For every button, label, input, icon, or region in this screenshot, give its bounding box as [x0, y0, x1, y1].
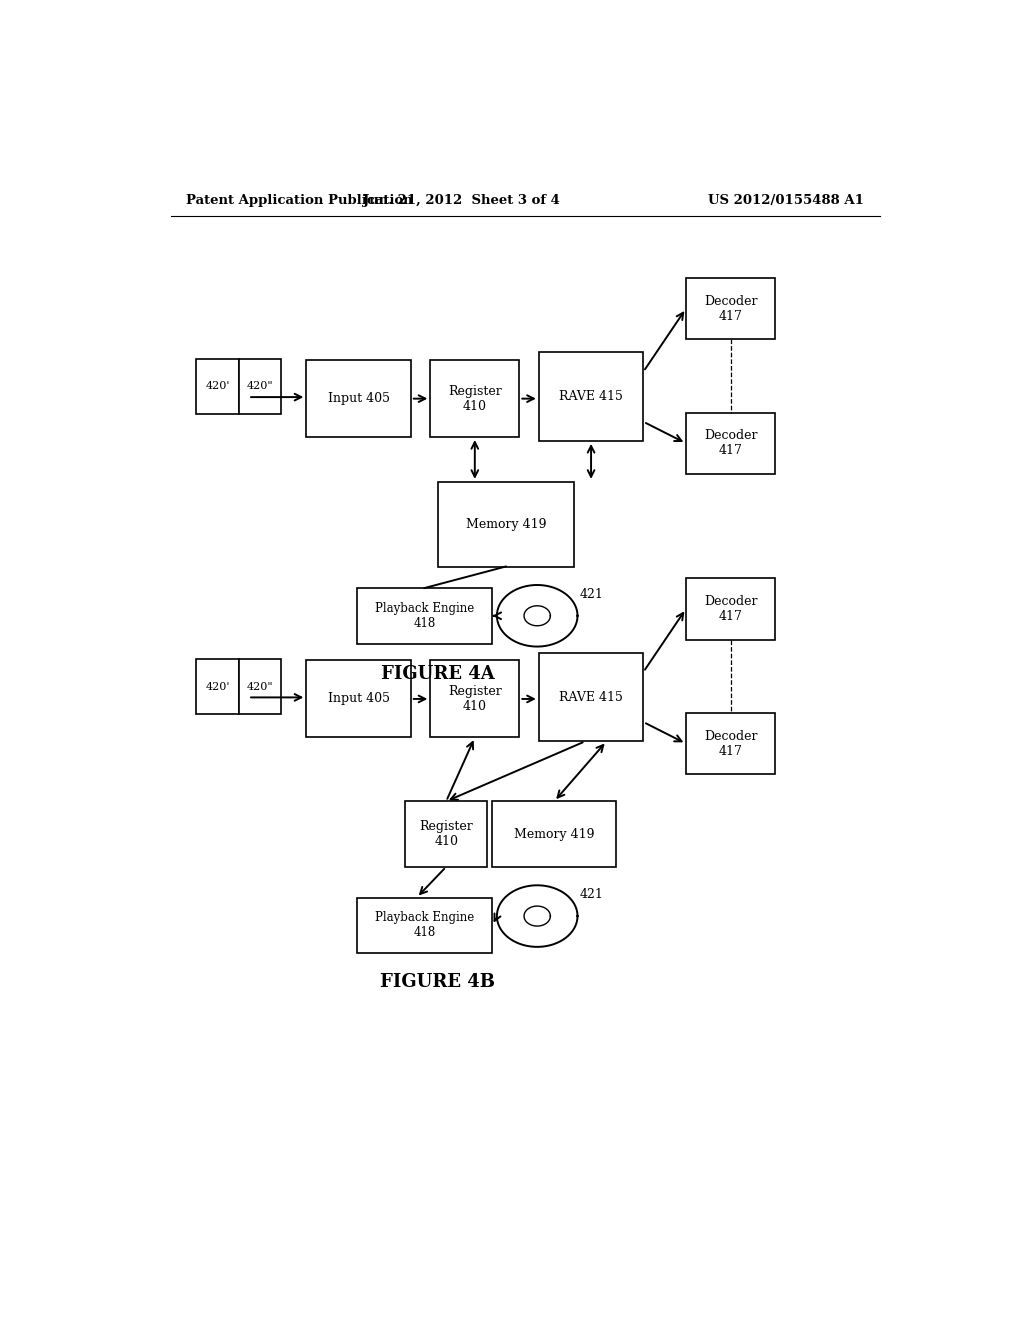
Text: Playback Engine
418: Playback Engine 418 — [375, 602, 474, 630]
Bar — [686, 412, 775, 474]
Text: Register
410: Register 410 — [447, 384, 502, 413]
Bar — [356, 589, 493, 644]
Text: Memory 419: Memory 419 — [514, 828, 595, 841]
Bar — [493, 801, 616, 867]
Text: Patent Application Publication: Patent Application Publication — [186, 194, 413, 207]
Bar — [686, 713, 775, 775]
Text: RAVE 415: RAVE 415 — [559, 391, 623, 403]
Bar — [430, 360, 519, 437]
Text: 420': 420' — [205, 681, 229, 692]
Text: Input 405: Input 405 — [328, 693, 389, 705]
Bar — [539, 653, 643, 742]
Bar — [686, 578, 775, 640]
Text: Decoder
417: Decoder 417 — [703, 730, 758, 758]
Text: Register
410: Register 410 — [447, 685, 502, 713]
Text: Playback Engine
418: Playback Engine 418 — [375, 911, 474, 940]
Text: Memory 419: Memory 419 — [466, 517, 546, 531]
Bar — [430, 660, 519, 738]
Text: Input 405: Input 405 — [328, 392, 389, 405]
Text: FIGURE 4B: FIGURE 4B — [381, 973, 496, 991]
Text: 421: 421 — [580, 587, 604, 601]
Text: 421: 421 — [580, 888, 604, 902]
Bar — [306, 360, 411, 437]
Text: Decoder
417: Decoder 417 — [703, 429, 758, 457]
Text: 420': 420' — [205, 381, 229, 391]
Bar — [239, 659, 282, 714]
Bar — [197, 659, 239, 714]
Text: Decoder
417: Decoder 417 — [703, 595, 758, 623]
Text: US 2012/0155488 A1: US 2012/0155488 A1 — [709, 194, 864, 207]
Bar — [539, 352, 643, 441]
Bar — [406, 801, 486, 867]
Bar — [239, 359, 282, 414]
Bar — [438, 482, 573, 566]
Text: Jun. 21, 2012  Sheet 3 of 4: Jun. 21, 2012 Sheet 3 of 4 — [362, 194, 560, 207]
Bar — [356, 898, 493, 953]
Text: 420": 420" — [247, 381, 273, 391]
Text: RAVE 415: RAVE 415 — [559, 690, 623, 704]
Bar — [686, 277, 775, 339]
Bar — [306, 660, 411, 738]
Text: FIGURE 4A: FIGURE 4A — [381, 665, 495, 684]
Text: Decoder
417: Decoder 417 — [703, 294, 758, 322]
Bar — [197, 359, 239, 414]
Text: 420": 420" — [247, 681, 273, 692]
Text: Register
410: Register 410 — [419, 820, 473, 847]
